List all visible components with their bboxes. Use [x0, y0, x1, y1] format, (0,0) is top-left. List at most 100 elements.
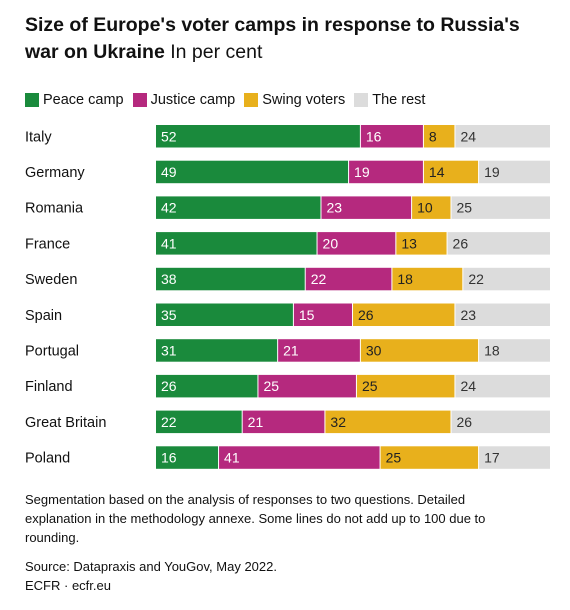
data-label-justice-camp: 23: [326, 200, 342, 216]
bar-segment-peace-camp: [156, 196, 321, 219]
category-label: France: [25, 236, 70, 252]
bar-segment-justice-camp: [349, 160, 423, 184]
bar-row-romania: Romania 42 23 10 25: [25, 196, 550, 219]
bar-segment-swing-voters: [380, 446, 479, 469]
bar-segment-justice-camp: [219, 446, 380, 469]
footnote: Segmentation based on the analysis of re…: [25, 492, 486, 545]
bar-segment-the-rest: [463, 267, 550, 291]
bar-segment-the-rest: [479, 160, 550, 184]
data-label-the-rest: 26: [453, 235, 469, 251]
category-label: Poland: [25, 451, 70, 467]
bar-row-germany: Germany 49 19 14 19: [25, 160, 550, 184]
bar-row-portugal: Portugal 31 21 30 18: [25, 339, 550, 362]
data-label-swing-voters: 8: [429, 128, 437, 144]
data-label-swing-voters: 13: [401, 235, 417, 251]
data-label-peace-camp: 42: [161, 200, 177, 216]
bar-segment-peace-camp: [156, 125, 360, 148]
bar-segment-justice-camp: [293, 303, 352, 326]
bar-segment-the-rest: [455, 374, 550, 398]
category-label: Romania: [25, 201, 84, 217]
data-label-swing-voters: 30: [366, 342, 382, 358]
data-label-peace-camp: 49: [161, 164, 177, 180]
category-label: Sweden: [25, 272, 77, 288]
category-label: Portugal: [25, 343, 79, 359]
chart-title: Size of Europe's voter camps in response…: [25, 12, 555, 66]
data-label-justice-camp: 21: [248, 414, 264, 430]
data-label-swing-voters: 25: [362, 378, 378, 394]
data-label-swing-voters: 18: [397, 271, 413, 287]
legend-swatch-swing: [244, 93, 259, 107]
data-label-peace-camp: 26: [161, 378, 177, 394]
data-label-swing-voters: 10: [417, 200, 433, 216]
bar-segment-peace-camp: [156, 303, 293, 326]
legend: Peace camp Justice camp Swing voters The…: [25, 90, 434, 110]
legend-item-justice: Justice camp: [132, 92, 236, 108]
data-label-the-rest: 24: [460, 378, 476, 394]
chart-title-unit: In per cent: [170, 41, 263, 63]
bar-segment-peace-camp: [156, 339, 278, 362]
legend-swatch-rest: [354, 93, 369, 107]
bar-segment-swing-voters: [325, 410, 451, 434]
bar-row-finland: Finland 26 25 25 24: [25, 374, 550, 398]
data-label-justice-camp: 41: [224, 450, 240, 466]
bar-segment-justice-camp: [317, 232, 396, 255]
legend-swatch-peace: [25, 93, 39, 107]
data-label-the-rest: 23: [460, 307, 476, 323]
data-label-peace-camp: 22: [161, 414, 177, 430]
bar-segment-justice-camp: [321, 196, 412, 219]
legend-swatch-justice: [132, 93, 147, 107]
legend-item-rest: The rest: [354, 92, 425, 108]
data-label-peace-camp: 35: [161, 307, 177, 323]
bar-segment-peace-camp: [156, 374, 258, 398]
bar-row-great-britain: Great Britain 22 21 32 26: [25, 410, 550, 434]
bar-segment-the-rest: [447, 232, 550, 255]
bar-segment-peace-camp: [156, 232, 317, 255]
bar-segment-the-rest: [479, 446, 550, 469]
bar-segment-justice-camp: [258, 374, 356, 398]
bar-segment-swing-voters: [412, 196, 451, 219]
data-label-justice-camp: 19: [354, 164, 370, 180]
bar-segment-peace-camp: [156, 160, 349, 184]
data-label-swing-voters: 32: [330, 414, 346, 430]
legend-item-swing: Swing voters: [244, 92, 345, 108]
bar-segment-swing-voters: [423, 125, 455, 148]
bar-row-italy: Italy 52 16 8 24: [25, 125, 550, 148]
bar-segment-justice-camp: [305, 267, 392, 291]
bar-segment-swing-voters: [353, 303, 455, 326]
data-label-justice-camp: 21: [283, 342, 299, 358]
category-label: Italy: [25, 129, 52, 145]
bar-segment-the-rest: [479, 339, 550, 362]
credit-note: ECFR · ecfr.eu: [25, 578, 111, 593]
data-label-peace-camp: 52: [161, 128, 177, 144]
data-label-the-rest: 19: [484, 164, 500, 180]
bar-segment-peace-camp: [156, 410, 242, 434]
legend-label-justice: Justice camp: [150, 92, 236, 108]
bar-row-sweden: Sweden 38 22 18 22: [25, 267, 550, 291]
data-label-the-rest: 22: [468, 271, 484, 287]
category-label: Finland: [25, 379, 73, 395]
bar-segment-swing-voters: [360, 339, 479, 362]
bar-segment-the-rest: [455, 125, 550, 148]
data-label-the-rest: 24: [460, 128, 476, 144]
bar-segment-justice-camp: [360, 125, 423, 148]
bar-segment-justice-camp: [242, 410, 325, 434]
source-note: Source: Datapraxis and YouGov, May 2022.: [25, 559, 277, 574]
bar-row-france: France 41 20 13 26: [25, 232, 550, 255]
data-label-justice-camp: 20: [323, 235, 339, 251]
category-label: Spain: [25, 308, 62, 324]
bar-segment-peace-camp: [156, 446, 219, 469]
data-label-peace-camp: 41: [161, 235, 177, 251]
data-label-the-rest: 26: [457, 414, 473, 430]
legend-item-peace: Peace camp: [25, 92, 124, 108]
bar-segment-peace-camp: [156, 267, 305, 291]
stacked-bar-chart: Italy 52 16 8 24 Germany 49 19 14 19 Romania 42 23 10…: [25, 125, 550, 469]
data-label-swing-voters: 25: [386, 450, 402, 466]
category-label: Great Britain: [25, 415, 106, 431]
legend-label-rest: The rest: [372, 92, 426, 108]
bar-segment-the-rest: [451, 196, 550, 219]
bar-row-poland: Poland 16 41 25 17: [25, 446, 550, 469]
bar-segment-swing-voters: [396, 232, 447, 255]
chart-title-main: Size of Europe's voter camps in response…: [25, 14, 520, 63]
bar-segment-the-rest: [455, 303, 550, 326]
bar-segment-the-rest: [451, 410, 550, 434]
